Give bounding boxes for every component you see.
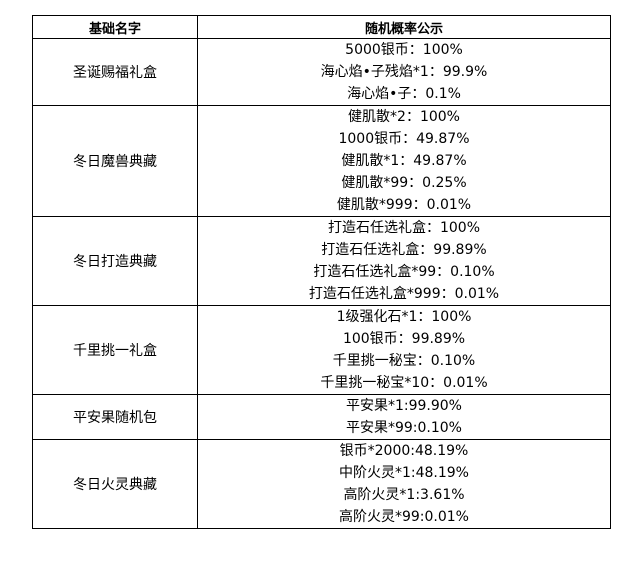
probability-line: 健肌散*2：100%	[348, 109, 460, 125]
table-row: 冬日打造典藏 打造石任选礼盒：100% 打造石任选礼盒：99.89% 打造石任选…	[32, 216, 611, 306]
table-row: 冬日火灵典藏 银币*2000:48.19% 中阶火灵*1:48.19% 高阶火灵…	[32, 439, 611, 529]
probability-line: 打造石任选礼盒：100%	[327, 220, 481, 236]
item-name-cell: 平安果随机包	[32, 394, 198, 440]
probability-line: 健肌散*999：0.01%	[336, 197, 472, 213]
item-name-cell: 冬日打造典藏	[32, 216, 198, 306]
probability-table: 基础名字 随机概率公示 圣诞赐福礼盒 5000银币：100% 海心焰•子残焰*1…	[32, 15, 611, 529]
probability-line: 打造石任选礼盒：99.89%	[321, 242, 487, 258]
probability-cell: 5000银币：100% 海心焰•子残焰*1：99.9% 海心焰•子：0.1%	[197, 38, 611, 106]
probability-line: 中阶火灵*1:48.19%	[338, 465, 469, 481]
probability-line: 1000银币：49.87%	[338, 131, 470, 147]
header-item-name: 基础名字	[32, 15, 198, 39]
probability-line: 千里挑一秘宝：0.10%	[332, 353, 476, 369]
item-name-cell: 冬日魔兽典藏	[32, 105, 198, 217]
probability-cell: 银币*2000:48.19% 中阶火灵*1:48.19% 高阶火灵*1:3.61…	[197, 439, 611, 529]
probability-line: 健肌散*1：49.87%	[341, 153, 467, 169]
probability-line: 5000银币：100%	[345, 42, 463, 58]
probability-line: 1级强化石*1：100%	[336, 309, 472, 325]
probability-line: 打造石任选礼盒*99：0.10%	[313, 264, 495, 280]
probability-cell: 健肌散*2：100% 1000银币：49.87% 健肌散*1：49.87% 健肌…	[197, 105, 611, 217]
probability-cell: 1级强化石*1：100% 100银币：99.89% 千里挑一秘宝：0.10% 千…	[197, 305, 611, 395]
probability-line: 高阶火灵*1:3.61%	[343, 487, 465, 503]
probability-cell: 打造石任选礼盒：100% 打造石任选礼盒：99.89% 打造石任选礼盒*99：0…	[197, 216, 611, 306]
item-name-cell: 千里挑一礼盒	[32, 305, 198, 395]
probability-line: 打造石任选礼盒*999：0.01%	[308, 286, 500, 302]
table-header-row: 基础名字 随机概率公示	[32, 15, 611, 39]
table-row: 圣诞赐福礼盒 5000银币：100% 海心焰•子残焰*1：99.9% 海心焰•子…	[32, 38, 611, 106]
probability-line: 海心焰•子：0.1%	[347, 86, 461, 102]
probability-line: 平安果*99:0.10%	[345, 420, 462, 436]
header-probability: 随机概率公示	[197, 15, 611, 39]
probability-line: 海心焰•子残焰*1：99.9%	[320, 64, 488, 80]
probability-line: 平安果*1:99.90%	[345, 398, 462, 414]
probability-line: 健肌散*99：0.25%	[341, 175, 467, 191]
table-row: 千里挑一礼盒 1级强化石*1：100% 100银币：99.89% 千里挑一秘宝：…	[32, 305, 611, 395]
probability-line: 千里挑一秘宝*10：0.01%	[320, 375, 488, 391]
item-name-cell: 冬日火灵典藏	[32, 439, 198, 529]
probability-line: 高阶火灵*99:0.01%	[338, 509, 469, 525]
probability-line: 100银币：99.89%	[342, 331, 466, 347]
table-row: 冬日魔兽典藏 健肌散*2：100% 1000银币：49.87% 健肌散*1：49…	[32, 105, 611, 217]
probability-line: 银币*2000:48.19%	[339, 443, 469, 459]
table-row: 平安果随机包 平安果*1:99.90% 平安果*99:0.10%	[32, 394, 611, 440]
item-name-cell: 圣诞赐福礼盒	[32, 38, 198, 106]
probability-cell: 平安果*1:99.90% 平安果*99:0.10%	[197, 394, 611, 440]
